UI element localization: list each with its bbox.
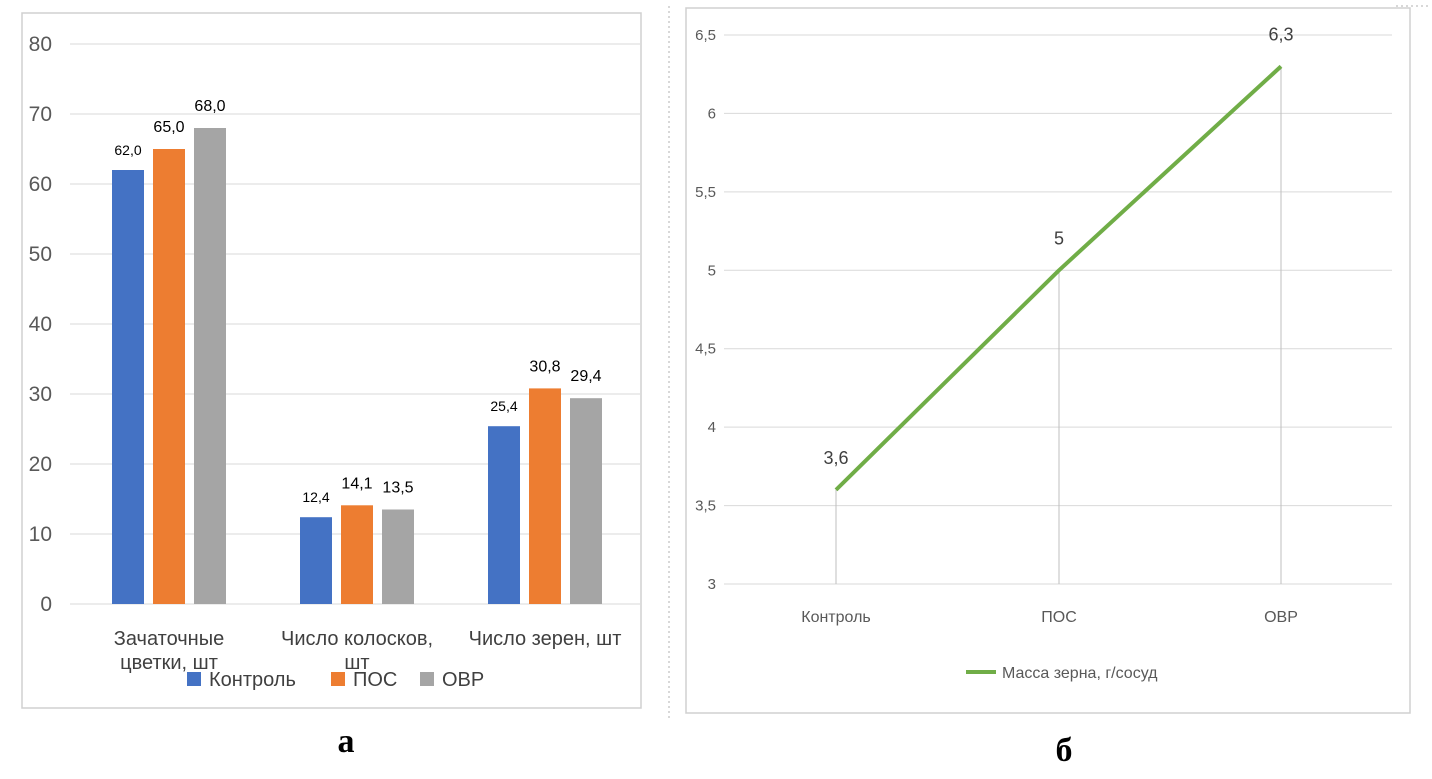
y-tick-label: 4 — [708, 419, 716, 436]
y-tick-label: 3 — [708, 576, 716, 593]
panel-label-b: б — [1056, 732, 1073, 769]
y-tick-label: 40 — [29, 313, 52, 336]
data-label: 12,4 — [302, 489, 329, 505]
bar — [341, 505, 373, 604]
data-label: 29,4 — [570, 368, 601, 385]
y-tick-label: 3,5 — [695, 498, 716, 515]
data-label: 65,0 — [153, 119, 184, 136]
bar — [570, 398, 602, 604]
x-category-label: цветки, шт — [120, 652, 218, 674]
legend-swatch — [420, 672, 434, 686]
bar — [529, 388, 561, 604]
bar — [112, 170, 144, 604]
y-tick-label: 5,5 — [695, 184, 716, 201]
y-tick-label: 50 — [29, 243, 52, 266]
y-tick-label: 80 — [29, 33, 52, 56]
legend-swatch — [187, 672, 201, 686]
bar-chart: 0 10 20 30 40 50 60 70 80 62,0 12,4 25,4 65,0 14,1 30,… — [29, 33, 640, 691]
bar — [194, 128, 226, 604]
line-chart: 3 3,5 4 4,5 5 5,5 6 6,5 3,6 5 6,3 Контроль ПОС ОВР Мас… — [695, 24, 1392, 682]
x-category-label: Контроль — [801, 609, 871, 626]
x-category-label: ОВР — [1264, 609, 1298, 626]
y-tick-label: 6,5 — [695, 27, 716, 44]
data-label: 25,4 — [490, 398, 517, 414]
bar — [300, 517, 332, 604]
legend-label: ОВР — [442, 669, 484, 691]
data-label: 62,0 — [114, 142, 141, 158]
x-category-label: Зачаточные — [114, 628, 224, 650]
y-tick-label: 10 — [29, 523, 52, 546]
bar — [382, 509, 414, 604]
series-line — [834, 64, 1283, 492]
data-label: 14,1 — [341, 475, 372, 492]
data-label: 6,3 — [1268, 24, 1293, 44]
data-label: 30,8 — [529, 358, 560, 375]
x-category-label: ПОС — [1041, 609, 1077, 626]
y-tick-label: 5 — [708, 262, 716, 279]
data-label: 3,6 — [823, 448, 848, 468]
y-tick-label: 60 — [29, 173, 52, 196]
legend-label: ПОС — [353, 669, 397, 691]
chart-b-frame — [685, 7, 1411, 714]
y-tick-label: 70 — [29, 103, 52, 126]
panel-label-a: а — [338, 723, 355, 760]
legend-label: Контроль — [209, 669, 296, 691]
x-category-label: Число зерен, шт — [469, 628, 622, 650]
bar — [153, 149, 185, 604]
y-tick-label: 4,5 — [695, 341, 716, 358]
data-label: 68,0 — [194, 98, 225, 115]
bar — [488, 426, 520, 604]
y-tick-label: 0 — [40, 593, 52, 616]
legend-swatch — [331, 672, 345, 686]
data-label: 5 — [1054, 228, 1064, 248]
x-category-label: Число колосков, — [281, 628, 433, 650]
data-label: 13,5 — [382, 480, 413, 497]
y-tick-label: 20 — [29, 453, 52, 476]
legend-label: Масса зерна, г/сосуд — [1002, 665, 1158, 682]
y-tick-label: 6 — [708, 105, 716, 122]
x-category-label: шт — [344, 652, 369, 674]
y-tick-label: 30 — [29, 383, 52, 406]
